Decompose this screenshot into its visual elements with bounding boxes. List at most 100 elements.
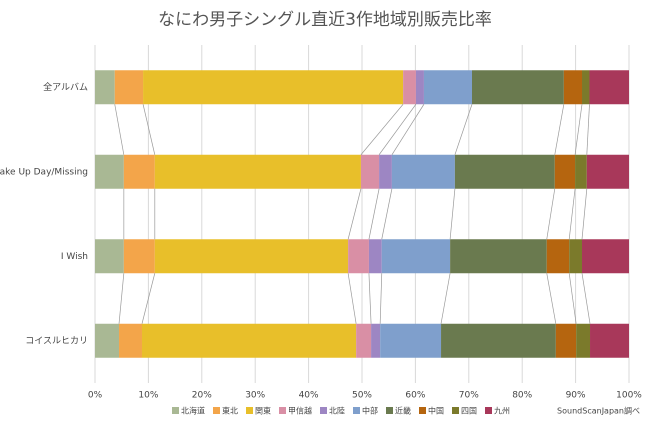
bar-segment	[141, 323, 357, 358]
bar-segment	[348, 239, 369, 274]
bar-segment	[380, 323, 442, 358]
series-line	[381, 188, 393, 240]
x-tick-label: 60%	[405, 391, 425, 401]
legend-label: 関東	[255, 406, 271, 416]
x-tick-label: 70%	[459, 391, 479, 401]
series-line	[581, 273, 591, 324]
series-line	[554, 104, 565, 155]
bar-segment	[555, 323, 577, 358]
bar-segment	[415, 70, 424, 105]
bar-segment	[95, 323, 120, 358]
x-tick-label: 80%	[512, 391, 532, 401]
series-line	[568, 273, 577, 324]
series-line	[347, 273, 357, 324]
series-line	[546, 273, 557, 324]
legend-label: 九州	[494, 407, 510, 416]
series-line	[360, 104, 404, 155]
legend-label: 近畿	[395, 406, 411, 416]
x-tick-label: 40%	[299, 391, 319, 401]
bar-segment	[360, 154, 380, 189]
legend-swatch	[172, 407, 179, 414]
x-tick-label: 10%	[138, 391, 158, 401]
series-line	[368, 188, 380, 240]
y-tick-label: コイスルヒカリ	[25, 335, 88, 346]
series-line	[114, 104, 125, 155]
legend-swatch	[279, 407, 286, 414]
legend-swatch	[452, 407, 459, 414]
bar-segment	[391, 154, 455, 189]
legend-label: 北海道	[181, 406, 205, 416]
legend-swatch	[320, 407, 327, 414]
series-line	[142, 104, 156, 155]
legend-label: 四国	[461, 407, 477, 416]
series-line	[568, 188, 576, 240]
bar-segment	[450, 239, 547, 274]
bar-segment	[371, 323, 381, 358]
bar-segment	[472, 70, 564, 105]
bar-segment	[123, 239, 155, 274]
legend-swatch	[485, 407, 492, 414]
y-tick-label: 全アルバム	[43, 81, 88, 93]
bar-segment	[95, 70, 115, 105]
x-tick-label: 30%	[245, 391, 265, 401]
y-tick-label: I Wish	[61, 252, 88, 262]
bar-segment	[576, 323, 591, 358]
bar-segment	[441, 323, 556, 358]
bar-segment	[454, 154, 555, 189]
series-line	[378, 104, 417, 155]
source-note: SoundScanJapan調べ	[557, 406, 640, 416]
x-tick-label: 90%	[566, 391, 586, 401]
x-tick-label: 50%	[352, 391, 372, 401]
bar-segment	[586, 154, 629, 189]
x-tick-label: 20%	[192, 391, 212, 401]
series-line	[118, 273, 125, 324]
series-line	[449, 188, 456, 240]
bar-segment	[423, 70, 473, 105]
legend-swatch	[246, 407, 253, 414]
series-line	[440, 273, 451, 324]
bar-segment	[356, 323, 372, 358]
chart-title: なにわ男子シングル直近3作地域別販売比率	[158, 10, 492, 30]
series-line	[454, 104, 473, 155]
bar-segment	[589, 70, 629, 105]
bar-segment	[119, 323, 142, 358]
bar-segment	[563, 70, 583, 105]
series-line	[141, 273, 156, 324]
legend-swatch	[353, 407, 360, 414]
series-line	[581, 188, 588, 240]
bar-segment	[582, 70, 590, 105]
legend-swatch	[386, 407, 393, 414]
x-tick-label: 0%	[88, 391, 103, 401]
series-line	[391, 104, 425, 155]
bar-segment	[403, 70, 416, 105]
legend-label: 中国	[428, 406, 444, 416]
series-line	[574, 104, 583, 155]
bar-segment	[114, 70, 144, 105]
bar-segment	[575, 154, 587, 189]
y-tick-label: Make Up Day/Missing	[0, 167, 88, 177]
bar-segment	[582, 239, 629, 274]
bar-segment	[379, 154, 392, 189]
series-line	[347, 188, 362, 240]
bar-segment	[154, 154, 361, 189]
legend-label: 甲信越	[288, 406, 312, 416]
x-tick-label: 100%	[616, 391, 642, 401]
series-line	[586, 104, 590, 155]
legend-label: 東北	[222, 406, 238, 416]
bar-segment	[123, 154, 155, 189]
bar-segment	[590, 323, 629, 358]
bar-segment	[546, 239, 570, 274]
series-line	[379, 273, 383, 324]
bar-segment	[95, 154, 124, 189]
legend-swatch	[213, 407, 220, 414]
legend-swatch	[419, 407, 426, 414]
series-line	[546, 188, 556, 240]
bar-segment	[554, 154, 576, 189]
bar-segment	[368, 239, 382, 274]
bar-segment	[95, 239, 124, 274]
bar-segment	[569, 239, 583, 274]
bar-segment	[154, 239, 349, 274]
legend-label: 中部	[362, 406, 378, 416]
legend-label: 北陸	[329, 406, 345, 416]
